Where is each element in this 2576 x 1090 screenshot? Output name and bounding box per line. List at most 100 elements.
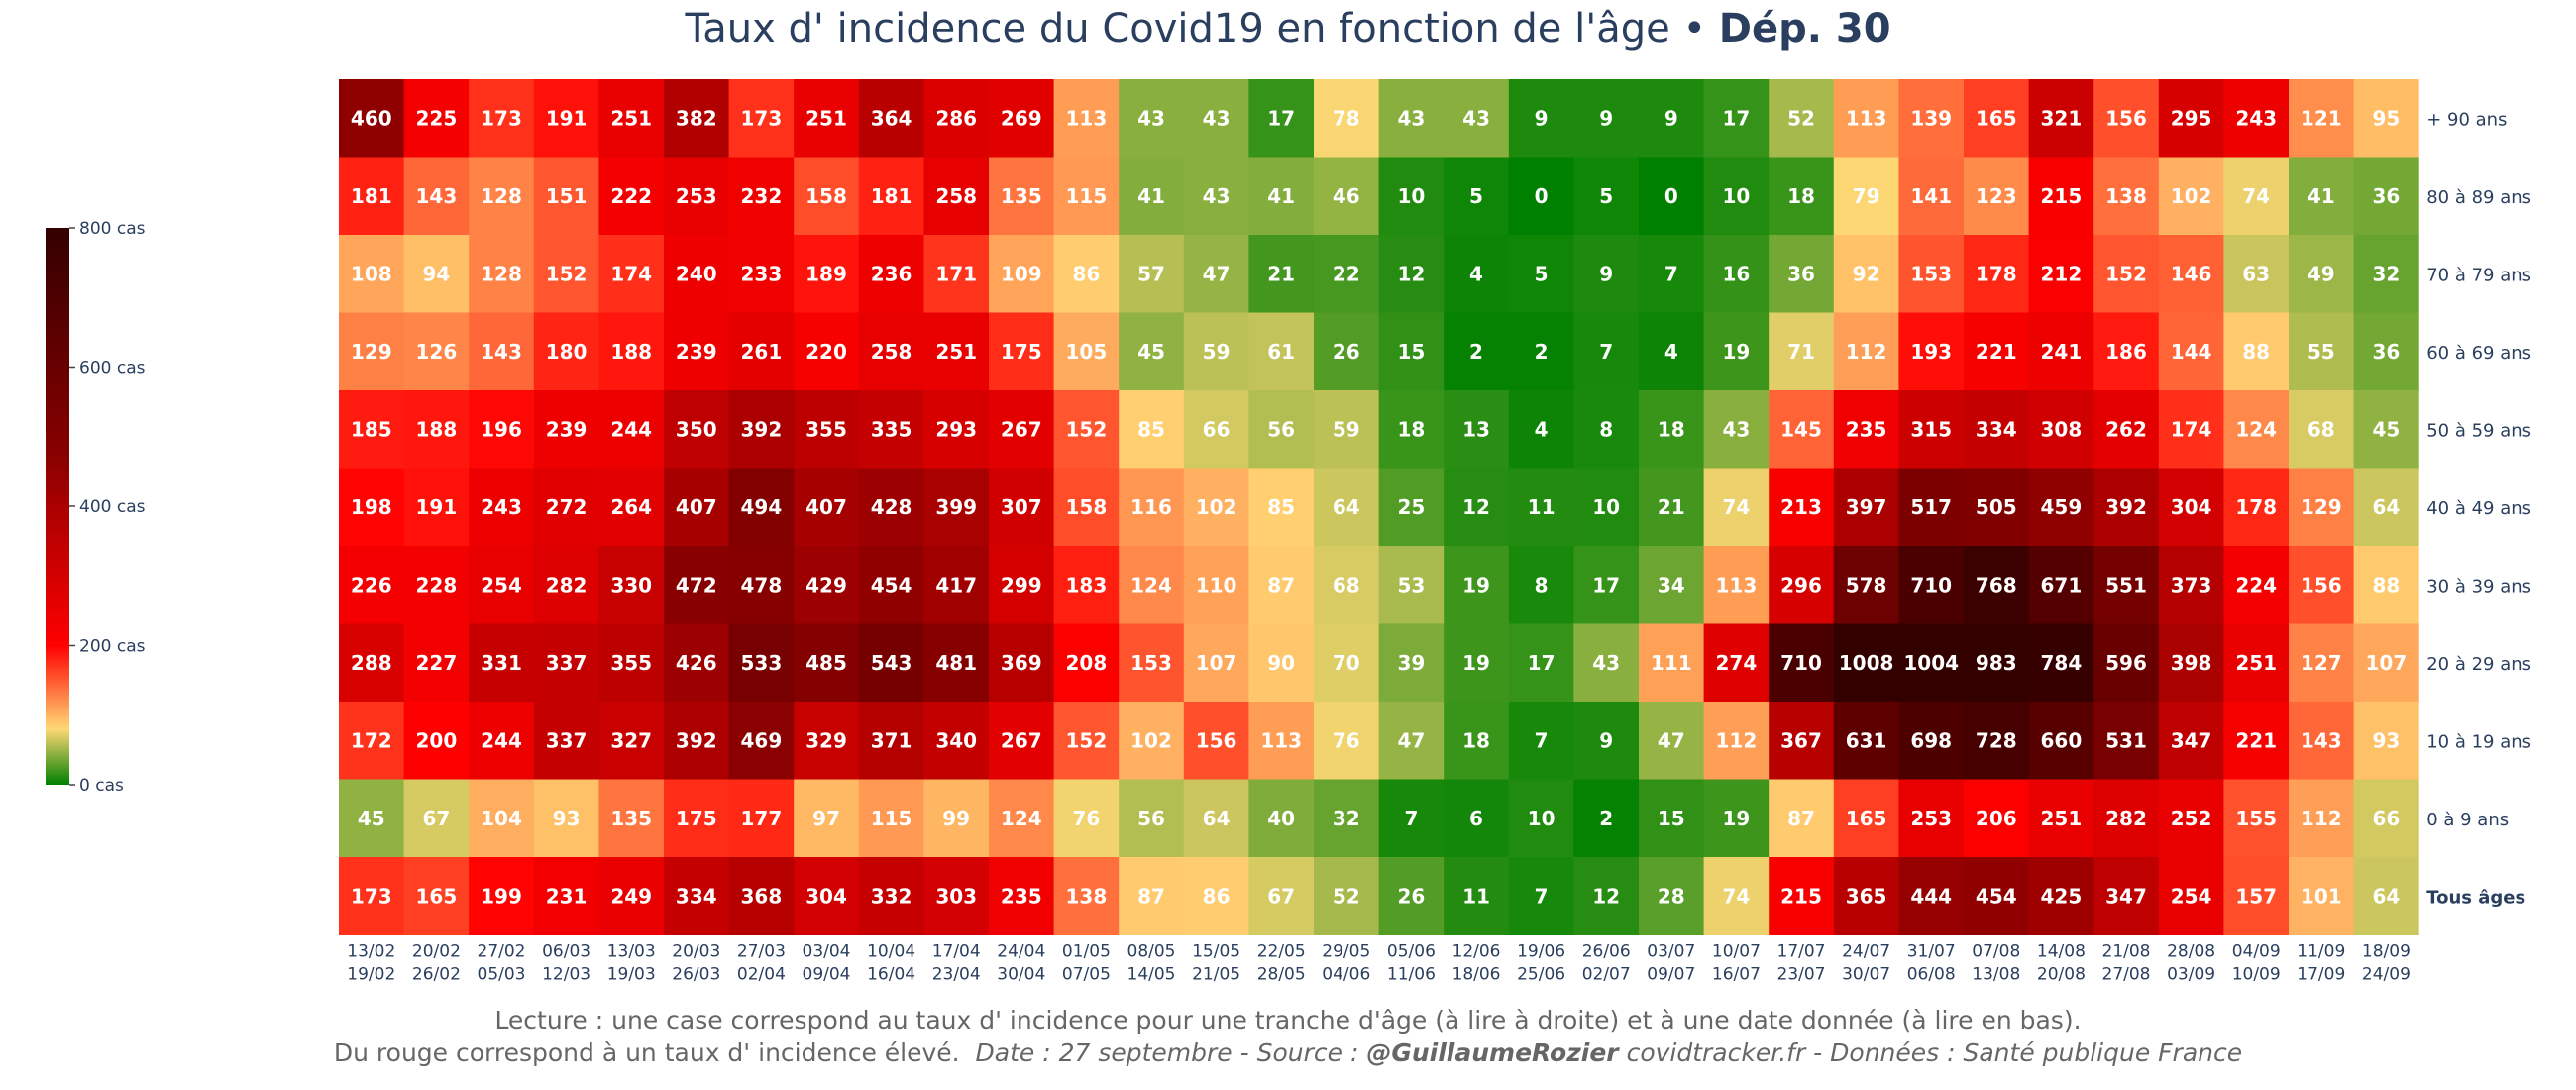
heatmap-cell [2289, 312, 2355, 391]
cell-value-label: 43 [1203, 184, 1231, 208]
cell-value-label: 307 [1001, 495, 1042, 519]
column-label-end: 30/04 [997, 965, 1045, 985]
heatmap-cell [794, 312, 860, 391]
footer-credits: Du rouge correspond à un taux d' inciden… [0, 1038, 2576, 1067]
cell-value-label: 215 [2041, 184, 2083, 208]
cell-value-label: 200 [416, 728, 458, 752]
heatmap-cell [858, 157, 924, 236]
heatmap-cell [2158, 390, 2224, 469]
heatmap-cell [664, 468, 730, 547]
cell-value-label: 49 [2308, 262, 2335, 285]
heatmap-cell [1183, 546, 1249, 624]
heatmap-cell [1573, 468, 1640, 547]
cell-value-label: 18 [1462, 728, 1490, 752]
heatmap-cell [403, 779, 470, 858]
cell-value-label: 505 [1976, 495, 2017, 519]
heatmap-cell [794, 546, 860, 624]
column-label-end: 02/07 [1582, 965, 1631, 985]
heatmap-cell [794, 235, 860, 313]
heatmap-cell [1378, 79, 1445, 158]
heatmap-cell [339, 546, 405, 624]
heatmap-cell [598, 235, 665, 313]
cell-value-label: 578 [1846, 573, 1887, 597]
cell-value-label: 267 [1001, 728, 1042, 752]
cell-value-label: 87 [1267, 573, 1295, 597]
heatmap-cell [339, 702, 405, 780]
heatmap-cell [2028, 79, 2094, 158]
cell-value-label: 74 [1722, 495, 1750, 519]
heatmap-cell [598, 546, 665, 624]
cell-value-label: 19 [1722, 807, 1750, 830]
cell-value-label: 369 [1001, 651, 1042, 675]
cell-value-label: 43 [1592, 651, 1620, 675]
heatmap-cell [2289, 623, 2355, 703]
heatmap-cell [2028, 702, 2094, 780]
heatmap-cell [469, 857, 535, 935]
cell-value-label: 0 [1535, 184, 1549, 208]
cell-value-label: 110 [1196, 573, 1237, 597]
heatmap-cell [403, 157, 470, 236]
heatmap-cell [664, 312, 730, 391]
heatmap-cell [1444, 312, 1510, 391]
heatmap-cell [1053, 79, 1120, 158]
heatmap-cell [1833, 857, 1899, 935]
heatmap-cell [1639, 79, 1705, 158]
cell-value-label: 264 [610, 495, 652, 519]
cell-value-label: 113 [1846, 106, 1887, 130]
cell-value-label: 121 [2301, 106, 2342, 130]
heatmap-cell [728, 157, 795, 236]
colorbar-tick-label: 0 cas [79, 776, 124, 796]
cell-value-label: 67 [1267, 884, 1295, 908]
cell-value-label: 56 [1267, 417, 1295, 441]
cell-value-label: 152 [1066, 417, 1108, 441]
heatmap-cell [598, 468, 665, 547]
heatmap-cell [1833, 702, 1899, 780]
footer-color-note: Du rouge correspond à un taux d' inciden… [333, 1038, 960, 1067]
heatmap-cell [339, 779, 405, 858]
heatmap-cell [2158, 312, 2224, 391]
cell-value-label: 67 [422, 807, 450, 830]
heatmap-cell [598, 79, 665, 158]
cell-value-label: 95 [2372, 106, 2400, 130]
heatmap-cell [1833, 390, 1899, 469]
cell-value-label: 191 [546, 106, 588, 130]
heatmap-cell [728, 235, 795, 313]
heatmap-cell [598, 623, 665, 703]
cell-value-label: 331 [481, 651, 522, 675]
heatmap-cell [1703, 157, 1770, 236]
heatmap-cell [2093, 468, 2160, 547]
cell-value-label: 233 [741, 262, 783, 285]
heatmap-cell [1573, 779, 1640, 858]
column-label-end: 12/03 [542, 965, 590, 985]
column-label-end: 24/09 [2362, 965, 2411, 985]
cell-value-label: 671 [2041, 573, 2083, 597]
cell-value-label: 41 [1267, 184, 1295, 208]
column-label-start: 05/06 [1387, 942, 1436, 962]
heatmap-cell [1053, 235, 1120, 313]
heatmap-cell [469, 312, 535, 391]
cell-value-label: 227 [416, 651, 458, 675]
cell-value-label: 288 [351, 651, 392, 675]
cell-value-label: 94 [422, 262, 450, 285]
cell-value-label: 425 [2041, 884, 2083, 908]
heatmap-cell [2158, 235, 2224, 313]
column-label-start: 03/04 [803, 942, 851, 962]
cell-value-label: 43 [1722, 417, 1750, 441]
cell-value-label: 112 [1846, 340, 1887, 364]
cell-value-label: 143 [416, 184, 458, 208]
heatmap-cell [403, 468, 470, 547]
cell-value-label: 173 [351, 884, 392, 908]
column-label-end: 20/08 [2037, 965, 2086, 985]
cell-value-label: 36 [2372, 340, 2400, 364]
cell-value-label: 39 [1397, 651, 1425, 675]
column-label-end: 09/07 [1647, 965, 1695, 985]
cell-value-label: 444 [1910, 884, 1952, 908]
cell-value-label: 7 [1535, 884, 1549, 908]
heatmap-cell [1119, 857, 1185, 935]
heatmap-cell [2353, 702, 2419, 780]
cell-value-label: 55 [2308, 340, 2335, 364]
heatmap-cell [1964, 546, 2030, 624]
cell-value-label: 398 [2171, 651, 2212, 675]
heatmap-cell [1508, 779, 1574, 858]
cell-value-label: 196 [481, 417, 522, 441]
